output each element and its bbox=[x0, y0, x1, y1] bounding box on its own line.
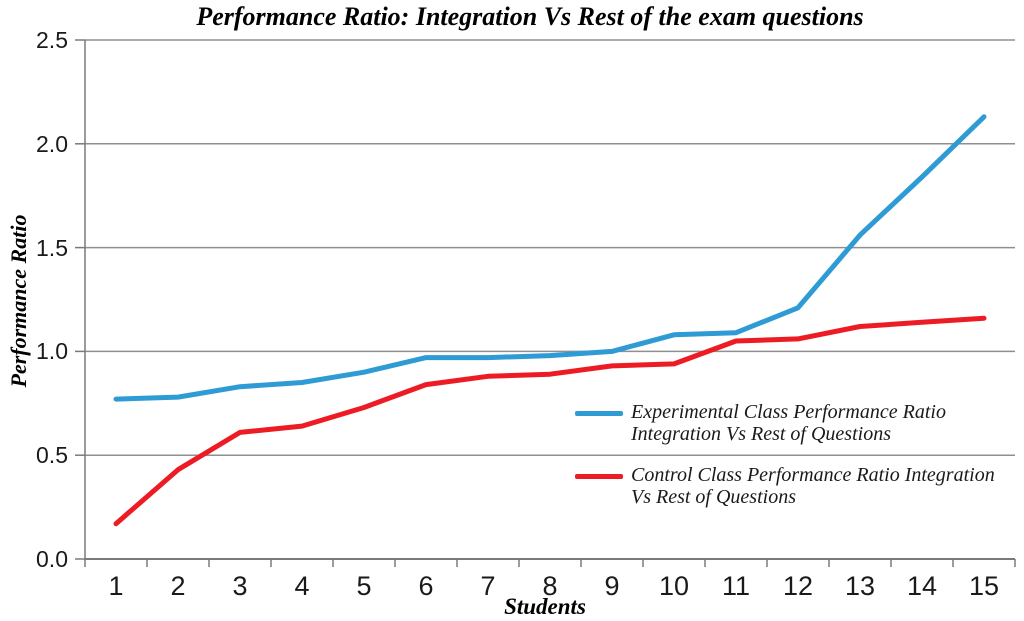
x-tick-label: 14 bbox=[906, 571, 938, 601]
x-tick-label: 13 bbox=[844, 571, 876, 601]
x-tick-label: 10 bbox=[658, 571, 690, 601]
x-tick-label: 1 bbox=[108, 571, 124, 601]
legend-entry-experimental: Experimental Class Performance Ratio Int… bbox=[575, 401, 995, 445]
x-tick-label: 4 bbox=[294, 571, 310, 601]
y-tick-label: 2.0 bbox=[36, 130, 68, 157]
x-tick-label: 8 bbox=[542, 571, 558, 601]
legend-label-control: Control Class Performance Ratio Integrat… bbox=[631, 464, 995, 508]
control-series-line bbox=[113, 315, 987, 527]
y-tick-label: 0.5 bbox=[36, 442, 68, 469]
x-tick-label: 7 bbox=[480, 571, 496, 601]
x-tick-label: 5 bbox=[356, 571, 372, 601]
x-tick-label: 15 bbox=[968, 571, 1000, 601]
x-tick-label: 11 bbox=[721, 571, 751, 601]
experimental-series-swatch bbox=[575, 411, 623, 416]
y-tick-label: 2.5 bbox=[36, 27, 68, 53]
control-series-swatch bbox=[575, 474, 623, 479]
x-tick-label: 9 bbox=[604, 571, 620, 601]
x-tick-label: 2 bbox=[170, 571, 186, 601]
legend: Experimental Class Performance Ratio Int… bbox=[575, 401, 995, 527]
y-tick-label: 1.0 bbox=[36, 338, 68, 365]
chart-title: Performance Ratio: Integration Vs Rest o… bbox=[196, 2, 864, 31]
y-tick-label: 1.5 bbox=[36, 234, 68, 261]
experimental-series-line bbox=[113, 114, 987, 402]
y-tick-label: 0.0 bbox=[36, 546, 68, 572]
x-tick-label: 12 bbox=[782, 571, 814, 601]
legend-entry-control: Control Class Performance Ratio Integrat… bbox=[575, 464, 995, 508]
legend-label-experimental: Experimental Class Performance Ratio Int… bbox=[631, 401, 946, 445]
x-axis-title: Students bbox=[504, 594, 586, 619]
x-tick-label: 6 bbox=[418, 571, 434, 601]
x-tick-label: 3 bbox=[232, 571, 248, 601]
